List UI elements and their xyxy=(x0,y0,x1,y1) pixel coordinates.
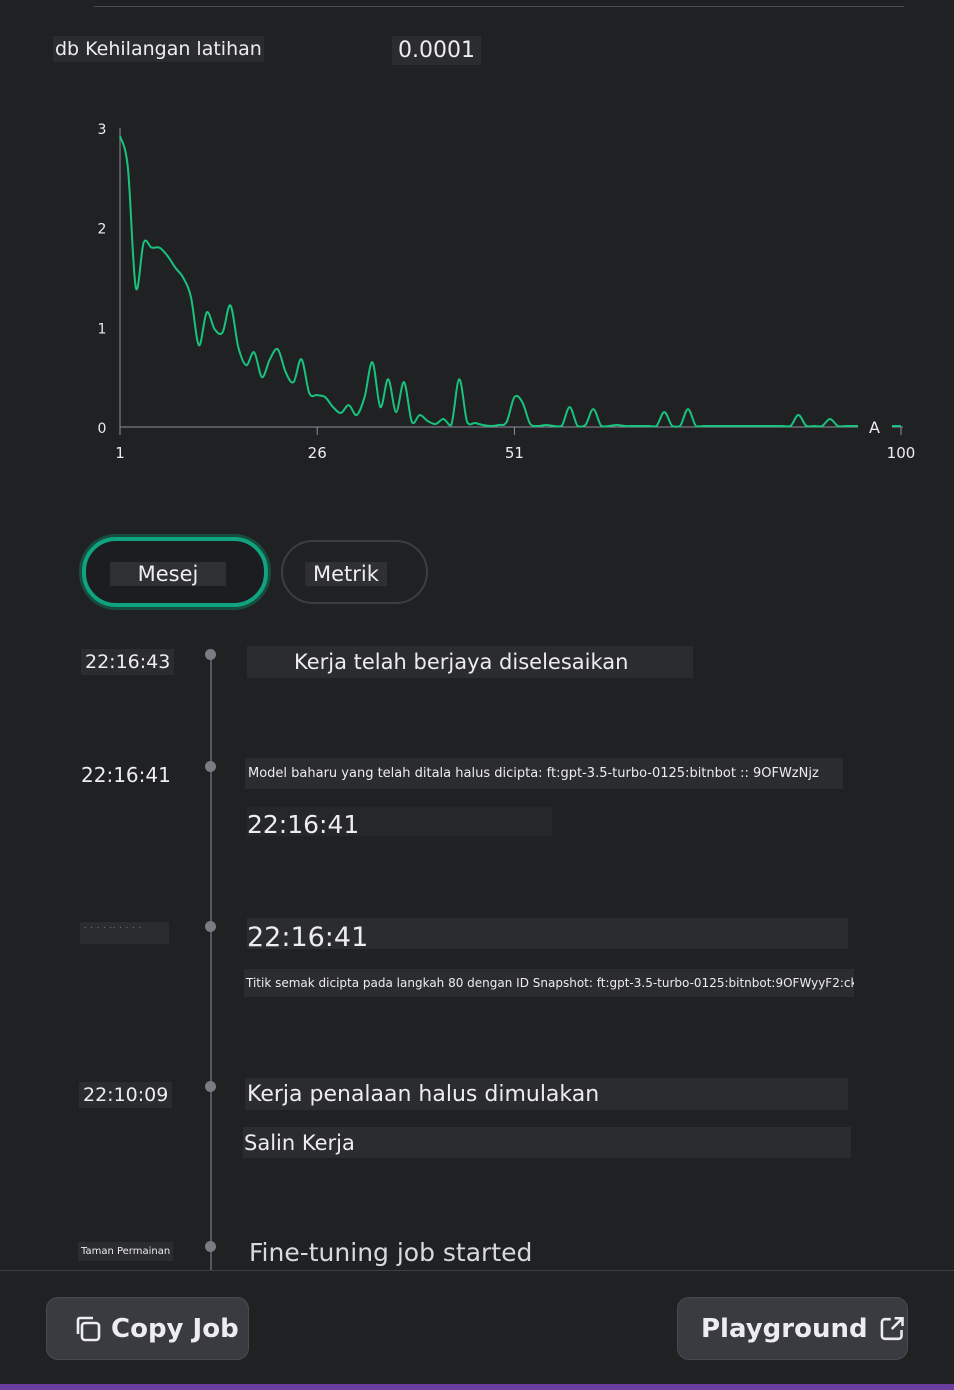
event-message: Model baharu yang telah ditala halus dic… xyxy=(245,758,843,789)
timeline-dot xyxy=(205,921,216,932)
event-subtext: 22:16:41 xyxy=(247,807,552,836)
x-tick-label: 26 xyxy=(308,444,327,462)
event-subtext: Salin Kerja xyxy=(243,1127,851,1158)
metric-label: db Kehilangan latihan xyxy=(53,36,264,62)
event-time: Taman Permainan xyxy=(78,1242,174,1261)
timeline-dot xyxy=(205,1081,216,1092)
y-tick-label: 3 xyxy=(98,122,107,138)
event-time: · · · · ·· · · · · xyxy=(80,922,169,944)
y-tick-label: 1 xyxy=(98,321,107,337)
loss-line xyxy=(119,135,901,428)
metric-value: 0.0001 xyxy=(392,36,481,65)
timeline-dot xyxy=(205,649,216,660)
timeline-dot xyxy=(205,1241,216,1252)
bottom-accent-strip xyxy=(0,1384,954,1390)
event-message: Kerja penalaan halus dimulakan xyxy=(245,1078,848,1110)
external-link-icon xyxy=(880,1316,904,1340)
y-tick-label: 2 xyxy=(98,222,107,238)
copy-job-label: Copy Job xyxy=(111,1313,239,1344)
event-time: 22:10:09 xyxy=(79,1082,173,1108)
event-message: Kerja telah berjaya diselesaikan xyxy=(247,646,693,678)
tab-mesej-label: Mesej xyxy=(110,562,226,586)
event-time: 22:16:43 xyxy=(81,649,175,675)
timeline-dot xyxy=(205,761,216,772)
footer-bar: Copy Job Playground xyxy=(0,1270,954,1385)
legend-marker-bg xyxy=(858,416,892,438)
timeline-line xyxy=(210,652,212,1272)
chart-axes xyxy=(119,128,903,428)
x-tick-label: 1 xyxy=(115,444,125,462)
legend-marker: A xyxy=(869,418,880,437)
tab-metrik-label: Metrik xyxy=(305,562,387,586)
tab-metrik[interactable]: Metrik xyxy=(281,540,428,604)
event-message: 22:16:41 xyxy=(247,918,848,949)
playground-button[interactable]: Playground xyxy=(677,1297,908,1360)
event-subtext: Titik semak dicipta pada langkah 80 deng… xyxy=(244,969,854,997)
copy-job-button[interactable]: Copy Job xyxy=(46,1297,249,1360)
y-tick-label: 0 xyxy=(98,421,107,437)
x-tick-label: 51 xyxy=(505,444,524,462)
tab-mesej[interactable]: Mesej xyxy=(82,537,268,607)
event-time: 22:16:41 xyxy=(81,763,171,787)
top-divider xyxy=(94,6,904,7)
playground-label: Playground xyxy=(701,1313,868,1344)
x-tick-label: 100 xyxy=(887,444,916,462)
copy-icon xyxy=(76,1316,101,1341)
event-message: Fine-tuning job started xyxy=(249,1238,533,1267)
